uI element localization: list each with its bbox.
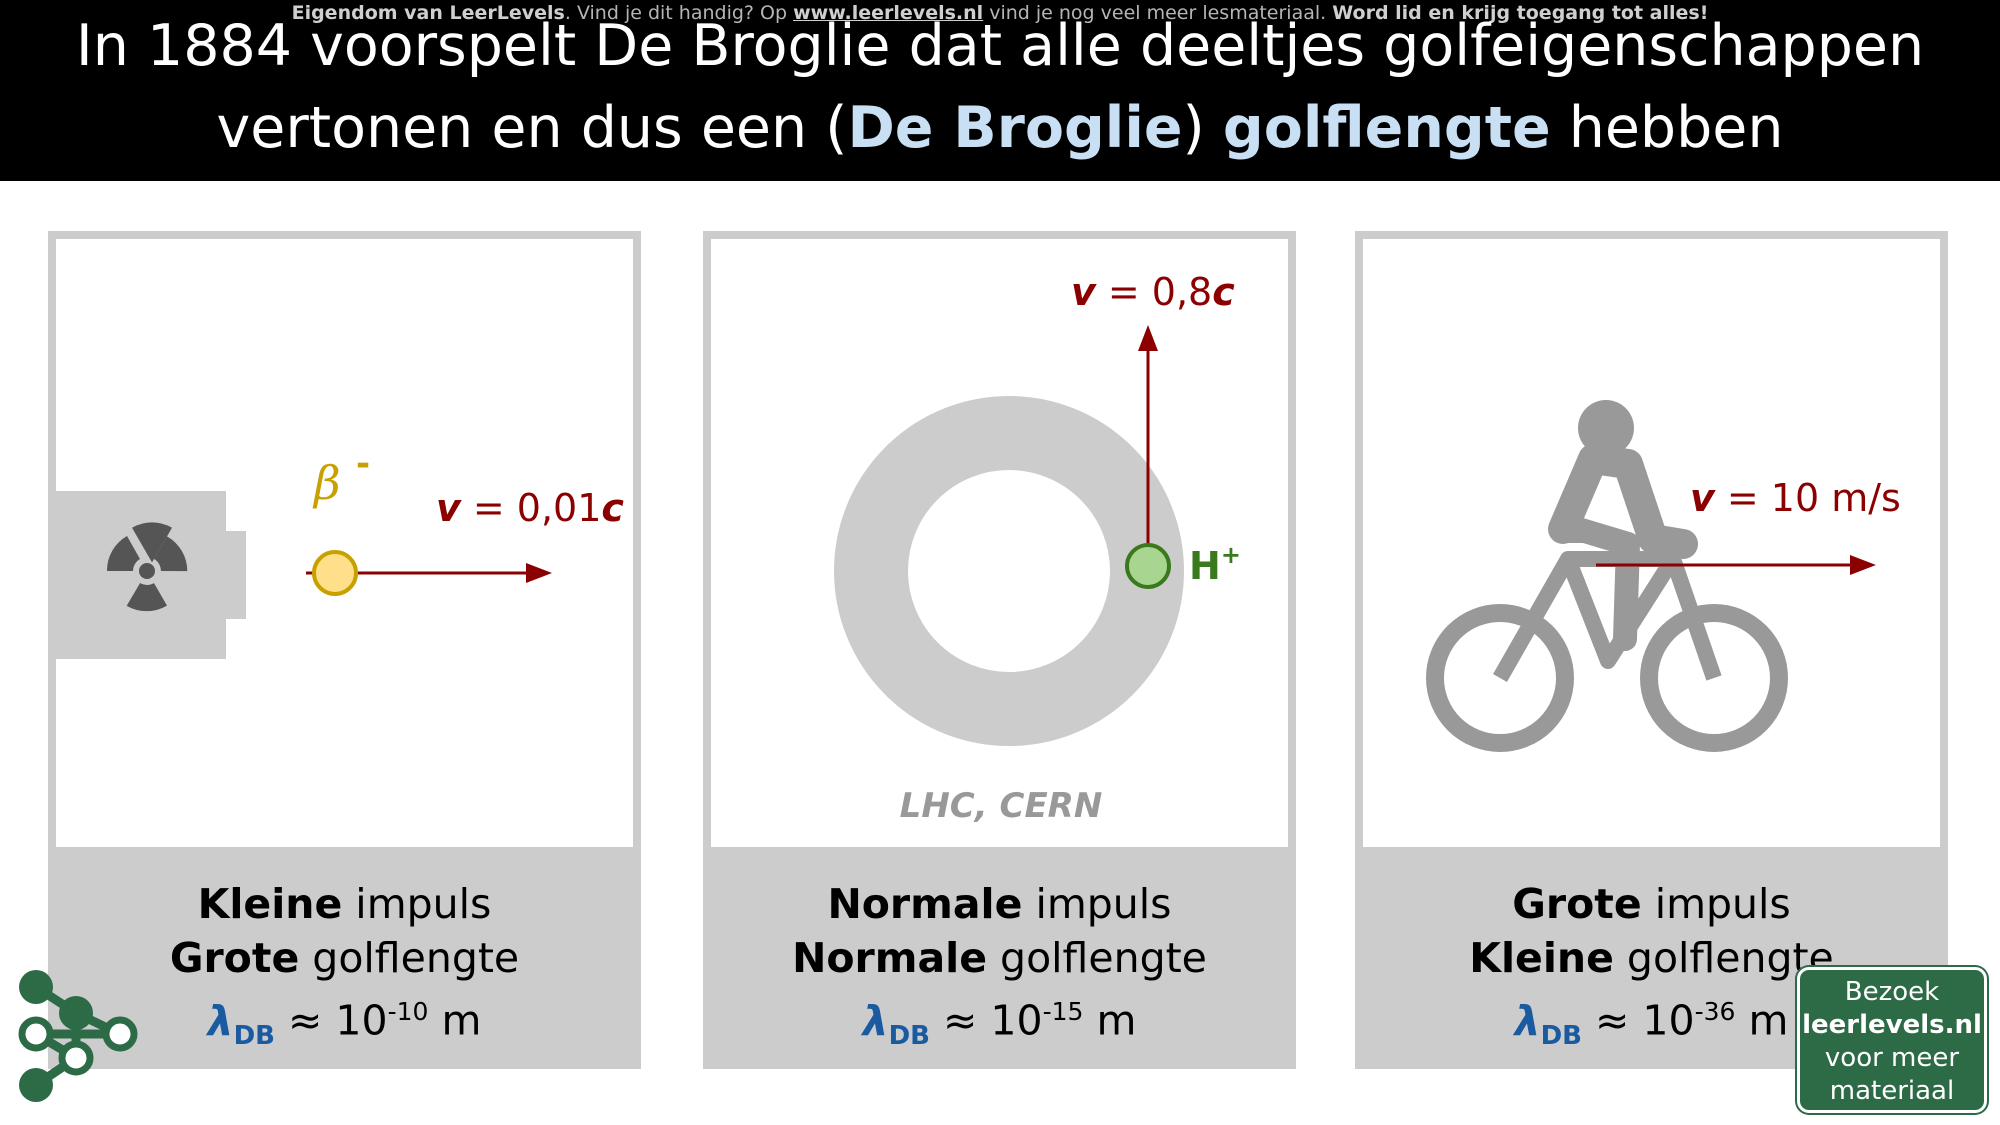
header-bar: Eigendom van LeerLevels. Vind je dit han… [0, 0, 2000, 181]
impulse-label: impuls [342, 880, 492, 928]
velocity-value: = 0,01 [461, 486, 602, 530]
wavelength-label: golflengte [987, 934, 1207, 982]
leerlevels-logo-icon [18, 970, 138, 1102]
wavelength-qualifier: Kleine [1469, 934, 1614, 982]
panel-lhc-proton: H+ v = 0,8c LHC, CERN Normale impuls Nor… [703, 231, 1296, 1069]
watermark-text: Eigendom van LeerLevels. Vind je dit han… [0, 2, 2000, 24]
lambda-symbol: λDB [1514, 996, 1582, 1051]
title-highlight-de-broglie: De Broglie [847, 95, 1183, 161]
wavelength-qualifier: Normale [792, 934, 988, 982]
lambda-char: λ [1514, 996, 1541, 1045]
watermark-link[interactable]: www.leerlevels.nl [793, 2, 984, 24]
radiation-icon [106, 522, 188, 612]
velocity-label: v = 10 m/s [1690, 476, 1901, 520]
proton-charge: + [1221, 541, 1241, 569]
page-title-line-2: vertonen en dus een (De Broglie) golflen… [0, 96, 2000, 160]
de-broglie-formula: λDB ≈ 10-15 m [711, 985, 1288, 1063]
light-speed-symbol: c [601, 486, 624, 530]
impulse-qualifier: Normale [827, 880, 1023, 928]
exponent: -10 [387, 997, 429, 1026]
title-text: vertonen en dus een ( [216, 95, 848, 161]
impulse-label: impuls [1641, 880, 1791, 928]
wavelength-qualifier: Grote [169, 934, 300, 982]
unit: m [428, 996, 482, 1045]
panel-lhc-illustration: H+ v = 0,8c LHC, CERN [834, 270, 1241, 826]
panel-info-lhc: Normale impuls Normale golflengte λDB ≈ … [711, 847, 1288, 1061]
panel-beta-illustration: β - v = 0,01c [56, 444, 624, 659]
impulse-text: Normale impuls [711, 877, 1288, 931]
exponent: -36 [1694, 997, 1736, 1026]
velocity-symbol: v [1071, 270, 1097, 314]
radioactive-source-nozzle [216, 531, 246, 619]
visit-link[interactable]: leerlevels.nl [1802, 1010, 1982, 1040]
page-title-line-1: In 1884 voorspelt De Broglie dat alle de… [75, 13, 1925, 79]
lhc-ring [834, 396, 1184, 746]
visit-leerlevels-badge[interactable]: Bezoek leerlevels.nl voor meer materiaal [1797, 967, 1987, 1113]
beta-particle [312, 550, 358, 596]
beta-label: β [312, 456, 341, 510]
lambda-char: λ [862, 996, 889, 1045]
visit-line: voor meer [1824, 1043, 1960, 1073]
velocity-label: v = 0,8c [1071, 270, 1235, 314]
watermark-text-part: . Vind je dit handig? Op [564, 2, 794, 24]
approx-value: ≈ 10 [929, 996, 1043, 1045]
visit-line: Bezoek [1844, 977, 1940, 1007]
exponent: -15 [1042, 997, 1084, 1026]
lambda-subscript: DB [233, 1020, 275, 1051]
visit-line: materiaal [1829, 1076, 1955, 1106]
proton-symbol: H [1189, 544, 1221, 588]
de-broglie-formula: λDB ≈ 10-36 m [1363, 985, 1940, 1063]
watermark-cta: Word lid en krijg toegang tot alles! [1332, 2, 1709, 24]
wavelength-label: golflengte [299, 934, 520, 982]
impulse-text: Grote impuls [1363, 877, 1940, 931]
title-text: ) [1182, 95, 1223, 161]
panel-cyclist-illustration: v = 10 m/s [1426, 400, 1901, 752]
velocity-label: v = 0,01c [436, 486, 624, 530]
lambda-subscript: DB [1540, 1020, 1582, 1051]
wavelength-text: Grote golflengte [56, 931, 633, 985]
lambda-symbol: λDB [207, 996, 275, 1051]
watermark-owner: Eigendom van LeerLevels [291, 2, 565, 24]
cyclist-icon [1426, 400, 1788, 752]
approx-value: ≈ 10 [1581, 996, 1695, 1045]
impulse-qualifier: Kleine [197, 880, 343, 928]
impulse-text: Kleine impuls [56, 877, 633, 931]
approx-value: ≈ 10 [274, 996, 388, 1045]
unit: m [1735, 996, 1789, 1045]
watermark-text-part: vind je nog veel meer lesmateriaal. [983, 2, 1333, 24]
velocity-arrowhead [526, 563, 552, 583]
panel-beta-particle: β - v = 0,01c Kleine impuls Grote golfle… [48, 231, 641, 1069]
lambda-symbol: λDB [862, 996, 930, 1051]
title-highlight-golflengte: golflengte [1222, 95, 1551, 161]
light-speed-symbol: c [1212, 270, 1235, 314]
lhc-cern-label: LHC, CERN [900, 786, 1103, 826]
velocity-symbol: v [1690, 476, 1716, 520]
lambda-subscript: DB [888, 1020, 930, 1051]
de-broglie-formula: λDB ≈ 10-10 m [56, 985, 633, 1063]
velocity-arrowhead [1138, 325, 1158, 351]
beta-charge: - [356, 444, 370, 484]
panel-info-beta: Kleine impuls Grote golflengte λDB ≈ 10-… [56, 847, 633, 1061]
title-text: hebben [1550, 95, 1784, 161]
velocity-arrowhead [1850, 555, 1876, 575]
proton-label: H+ [1189, 541, 1241, 588]
velocity-value: = 10 m/s [1715, 476, 1901, 520]
impulse-qualifier: Grote [1512, 880, 1642, 928]
wavelength-text: Normale golflengte [711, 931, 1288, 985]
impulse-label: impuls [1022, 880, 1172, 928]
panel-cyclist: v = 10 m/s Grote impuls Kleine golflengt… [1355, 231, 1948, 1069]
proton-particle [1125, 543, 1171, 589]
velocity-symbol: v [436, 486, 462, 530]
unit: m [1083, 996, 1137, 1045]
lambda-char: λ [207, 996, 234, 1045]
velocity-value: = 0,8 [1096, 270, 1212, 314]
